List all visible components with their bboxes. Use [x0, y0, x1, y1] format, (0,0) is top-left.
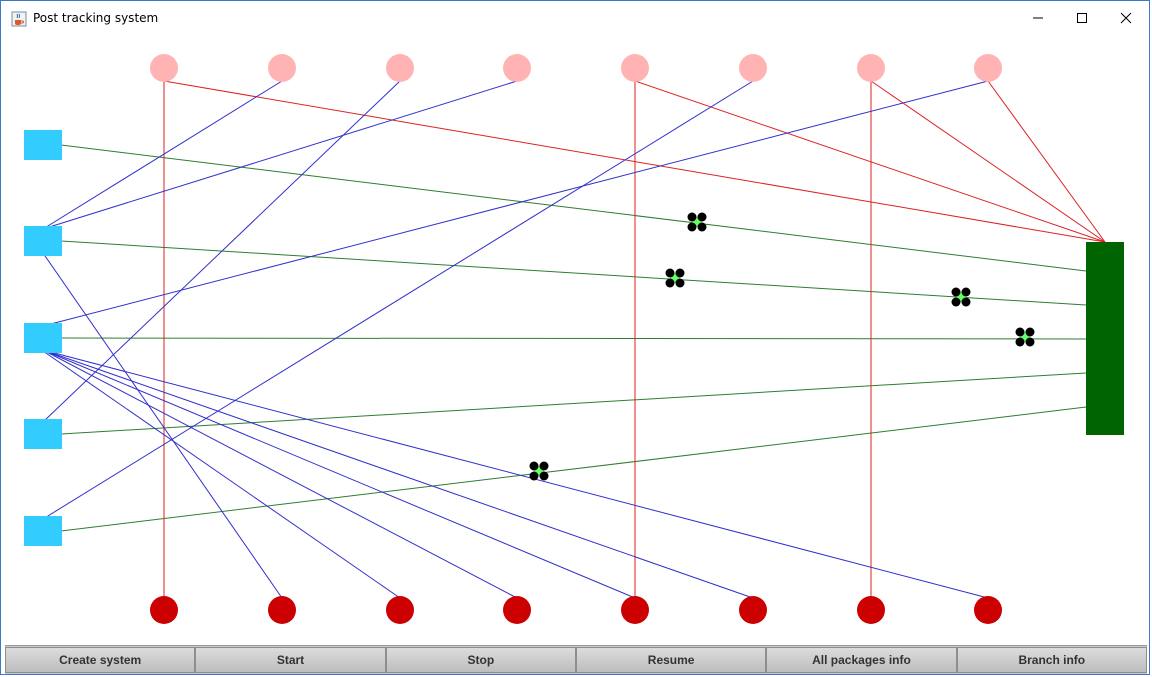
branch-node [24, 226, 62, 256]
truck-body [534, 466, 544, 476]
minimize-button[interactable] [1015, 1, 1061, 35]
branch-node [24, 130, 62, 160]
truck-wheel [697, 212, 707, 222]
truck-body [956, 292, 966, 302]
branch-info-button[interactable]: Branch info [956, 647, 1147, 673]
receiver-node [739, 596, 767, 624]
branch-node [24, 516, 62, 546]
receiver-node [974, 596, 1002, 624]
receiver-node [386, 596, 414, 624]
hub-node [1086, 242, 1124, 435]
truck-wheel [697, 222, 707, 232]
minimize-icon [1033, 17, 1043, 19]
truck-wheel [687, 212, 697, 222]
truck-wheel [675, 278, 685, 288]
receiver-node [621, 596, 649, 624]
truck-wheel [665, 278, 675, 288]
truck-wheel [1015, 337, 1025, 347]
sender-hub-line [634, 80, 1106, 243]
branch-receiver-line [42, 349, 518, 599]
receiver-node [268, 596, 296, 624]
branch-node [24, 323, 62, 353]
all-packages-info-button[interactable]: All packages info [766, 647, 957, 673]
truck-wheel [665, 268, 675, 278]
sender-node [857, 54, 885, 82]
window-title: Post tracking system [33, 11, 159, 25]
close-button[interactable] [1103, 1, 1149, 35]
start-button[interactable]: Start [195, 647, 386, 673]
stop-button[interactable]: Stop [385, 647, 576, 673]
maximize-button[interactable] [1059, 1, 1105, 35]
truck-icon [687, 212, 707, 232]
truck-wheel [687, 222, 697, 232]
branch-receiver-line [42, 349, 989, 599]
network-drawing [24, 54, 1124, 624]
sender-node [739, 54, 767, 82]
sender-hub-line [163, 80, 1106, 243]
sender-node [503, 54, 531, 82]
receiver-node [503, 596, 531, 624]
sender-node [621, 54, 649, 82]
truck-wheel [539, 471, 549, 481]
sender-hub-line [987, 80, 1106, 243]
truck-wheel [1015, 327, 1025, 337]
truck-wheel [961, 287, 971, 297]
truck-wheel [539, 461, 549, 471]
truck-icon [951, 287, 971, 307]
truck-wheel [1025, 337, 1035, 347]
close-icon [1120, 12, 1132, 24]
branch-hub-line [60, 144, 1087, 272]
branch-receiver-line [42, 252, 283, 599]
receiver-node [857, 596, 885, 624]
sender-node [386, 54, 414, 82]
truck-wheel [951, 287, 961, 297]
simulation-canvas [5, 35, 1147, 645]
resume-button[interactable]: Resume [575, 647, 767, 673]
truck-wheel [961, 297, 971, 307]
truck-body [692, 217, 702, 227]
branch-hub-line [60, 372, 1087, 435]
receiver-node [150, 596, 178, 624]
control-toolbar: Create system Start Stop Resume All pack… [5, 645, 1147, 674]
sender-branch-line [42, 80, 518, 230]
truck-body [670, 273, 680, 283]
truck-wheel [529, 461, 539, 471]
branch-hub-line [60, 337, 1087, 340]
branch-receiver-line [42, 350, 401, 599]
sender-node [268, 54, 296, 82]
branch-hub-line [60, 406, 1087, 532]
create-system-button[interactable]: Create system [5, 647, 196, 673]
maximize-icon [1077, 13, 1087, 23]
sender-branch-line [42, 80, 401, 423]
truck-wheel [529, 471, 539, 481]
sender-node [974, 54, 1002, 82]
sender-hub-line [870, 80, 1106, 243]
branch-hub-line [60, 240, 1087, 306]
truck-wheel [675, 268, 685, 278]
branch-receiver-line [42, 349, 636, 599]
sender-branch-line [42, 80, 283, 230]
truck-wheel [951, 297, 961, 307]
java-coffee-cup-icon [11, 11, 27, 27]
title-bar: Post tracking system [1, 1, 1149, 35]
truck-icon [1015, 327, 1035, 347]
truck-icon [529, 461, 549, 481]
branch-receiver-line [42, 349, 754, 599]
truck-wheel [1025, 327, 1035, 337]
sender-branch-line [42, 80, 754, 520]
truck-body [1020, 332, 1030, 342]
branch-node [24, 419, 62, 449]
sender-branch-line [42, 80, 989, 327]
sender-node [150, 54, 178, 82]
truck-icon [665, 268, 685, 288]
